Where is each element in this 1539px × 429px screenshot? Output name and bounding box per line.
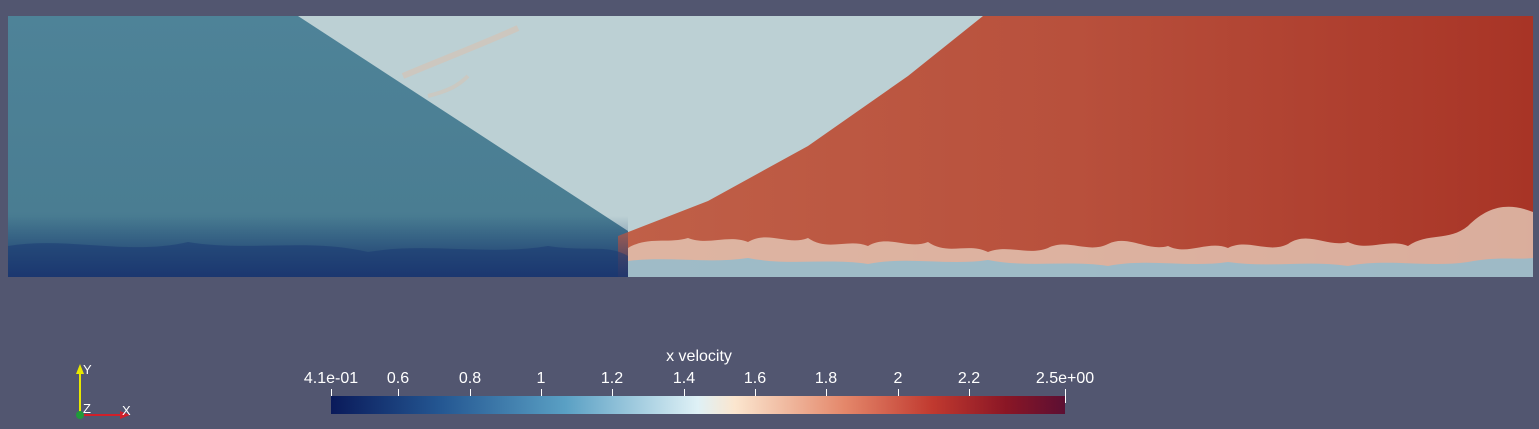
colorbar-tick-label: 4.1e-01 bbox=[303, 370, 359, 387]
z-axis-dot-icon bbox=[76, 411, 84, 419]
z-axis-label: Z bbox=[83, 401, 91, 416]
velocity-field-image bbox=[8, 16, 1533, 277]
y-axis-label: Y bbox=[83, 362, 92, 377]
colorbar-tick-label: 0.6 bbox=[386, 370, 410, 387]
colorbar-tick-label: 2.5e+00 bbox=[1035, 370, 1095, 387]
y-axis-arrow-icon bbox=[76, 364, 84, 374]
x-axis-arrow-icon bbox=[120, 411, 130, 419]
colorbar-tick-label: 2.2 bbox=[957, 370, 981, 387]
colorbar-tick-label: 0.8 bbox=[458, 370, 482, 387]
colorbar-title: x velocity bbox=[666, 348, 732, 365]
orientation-axes-widget: Y Z X bbox=[70, 360, 140, 426]
colorbar-tick-label: 1.8 bbox=[814, 370, 838, 387]
x-axis-label: X bbox=[122, 403, 131, 418]
colorbar-tick-label: 1.2 bbox=[600, 370, 624, 387]
colorbar-legend: x velocity 4.1e-01 0.6 0.8 1 1.2 1.4 1.6… bbox=[296, 344, 1096, 424]
colorbar-tick-label: 1.6 bbox=[743, 370, 767, 387]
colorbar-gradient bbox=[331, 396, 1065, 414]
colorbar-tick-label: 1 bbox=[536, 370, 546, 387]
colorbar-tick-label: 2 bbox=[893, 370, 903, 387]
velocity-field-render bbox=[8, 16, 1533, 277]
colorbar-tick-mark bbox=[1065, 389, 1066, 403]
colorbar-tick-label: 1.4 bbox=[672, 370, 696, 387]
